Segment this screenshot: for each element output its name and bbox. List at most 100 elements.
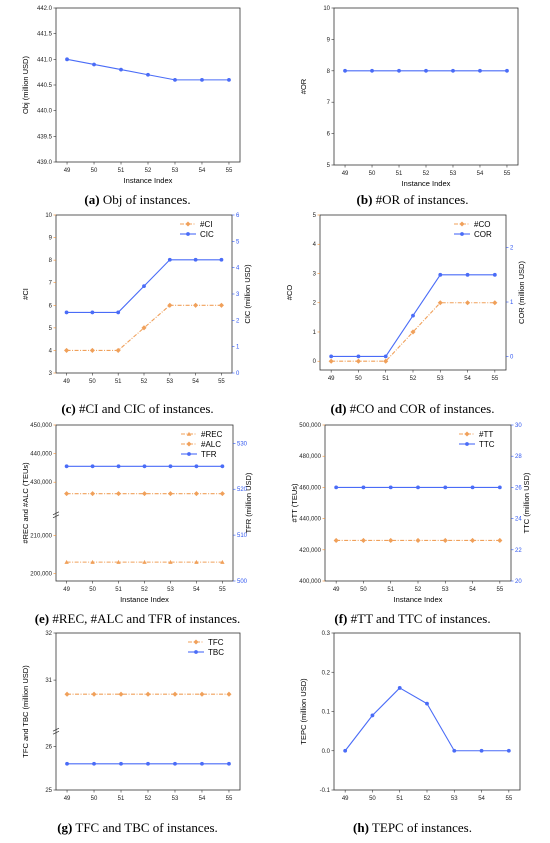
caption-b: (b) #OR of instances. <box>356 192 469 207</box>
x-tick-label: 50 <box>89 379 96 385</box>
series-a-0-point <box>227 77 231 82</box>
y-right-axis-label: COR (million USD) <box>517 261 526 324</box>
series-e-1-point <box>219 491 225 497</box>
x-tick-label: 50 <box>360 587 367 593</box>
caption-f: (f) #TT and TTC of instances. <box>334 611 491 626</box>
series-f-1-point <box>470 485 475 490</box>
series-f-0-point <box>470 537 476 543</box>
series-f-1-point <box>497 485 502 490</box>
series-g-1-point <box>200 761 204 766</box>
series-c-0-point <box>64 347 70 353</box>
series-g-0-point <box>226 691 232 697</box>
series-c-1-point <box>167 257 172 262</box>
y-tick-label: 0 <box>313 359 317 365</box>
chart-g: 49 50 51 52 53 54 55 25 26 31 32 TFC and TBC (milli… <box>21 631 241 802</box>
y-tick-label: 10 <box>323 6 330 12</box>
caption-h: (h) TEPC of instances. <box>353 820 472 835</box>
y-tick-label: 440.5 <box>37 83 53 89</box>
series-f-0-point <box>442 537 448 543</box>
y-right-tick-label: 5 <box>236 239 240 245</box>
y-tick-label: 441.5 <box>37 32 53 38</box>
chart-a: 49 50 51 52 53 54 55 Instance Index 439.0 439.5 44… <box>21 6 241 185</box>
series-c-0-point <box>167 302 173 308</box>
y-right-tick-label: 2 <box>510 246 514 252</box>
series-h-0-line <box>344 687 509 752</box>
x-tick-label: 52 <box>141 379 148 385</box>
series-d-0-point <box>492 300 498 306</box>
y-right-tick-label: 2 <box>236 318 240 324</box>
x-axis-label: Instance Index <box>394 595 443 604</box>
x-tick-label: 50 <box>89 587 96 593</box>
series-b-0-point <box>478 68 482 73</box>
x-tick-label: 52 <box>141 587 148 593</box>
x-tick-label: 55 <box>505 796 512 802</box>
x-tick-label: 53 <box>166 379 173 385</box>
series-a-0-line <box>66 58 229 81</box>
y-tick-label: 400,000 <box>299 579 321 585</box>
legend-label: TFC <box>208 638 224 647</box>
x-tick-label: 52 <box>145 796 152 802</box>
series-g-0-point <box>145 691 151 697</box>
y-right-tick-label: 26 <box>515 485 522 491</box>
series-e-2-point <box>64 464 69 469</box>
series-e-1-point <box>115 491 122 497</box>
x-tick-label: 53 <box>450 171 457 177</box>
series-f-0-point <box>388 537 394 543</box>
x-tick-label: 51 <box>115 587 122 593</box>
x-tick-label: 55 <box>491 376 498 382</box>
x-tick-label: 53 <box>172 168 179 174</box>
y-tick-label: 1 <box>313 330 317 336</box>
legend-label: COR <box>474 230 492 239</box>
chart-d: 49 50 51 52 53 54 55 0 1 2 3 4 5 #CO 0 1 2 COR (million U… <box>285 213 526 382</box>
x-tick-label: 49 <box>64 796 71 802</box>
series-g-1-point <box>65 761 69 766</box>
y-tick-label: 200,000 <box>30 571 52 577</box>
series-e-0-point <box>116 559 121 564</box>
series-b-0-point <box>343 68 347 73</box>
y-tick-label: 460,000 <box>299 485 321 491</box>
y-tick-label: 10 <box>45 213 52 219</box>
y-tick-label: 450,000 <box>30 423 52 429</box>
x-axis-label: Instance Index <box>124 176 173 185</box>
x-tick-label: 50 <box>355 376 362 382</box>
y-tick-label: 439.0 <box>37 160 53 166</box>
x-tick-label: 52 <box>410 376 417 382</box>
y-axis-label: TFC and TBC (million USD) <box>21 665 30 758</box>
series-b-0-point <box>397 68 401 73</box>
series-g-0-point <box>64 691 70 697</box>
legend-label: TBC <box>208 648 224 657</box>
y-right-tick-label: 3 <box>236 292 240 298</box>
series-f-1-point <box>334 485 339 490</box>
y-right-axis-label: TTC (million USD) <box>522 472 531 533</box>
series-f-0-point <box>360 537 366 543</box>
chart-b: 49 50 51 52 53 54 55 Instance Index 5 6 7 8 9 10 #OR <box>299 6 519 188</box>
y-axis-label: #TT (TEUs) <box>290 483 299 523</box>
x-tick-label: 54 <box>464 376 471 382</box>
y-right-tick-label: 530 <box>237 441 248 447</box>
series-g-1-point <box>146 761 150 766</box>
series-g-0-point <box>199 691 205 697</box>
series-b-0-point <box>451 68 455 73</box>
y-tick-label: 8 <box>49 258 53 264</box>
series-a-0-point <box>146 72 150 77</box>
y-tick-label: 441.0 <box>37 57 53 63</box>
x-tick-label: 55 <box>218 379 225 385</box>
series-e-1-point <box>193 491 199 497</box>
series-g-1-point <box>92 761 96 766</box>
y-tick-label: 4 <box>49 348 53 354</box>
y-tick-label: 480,000 <box>299 454 321 460</box>
axis-break-mark <box>52 727 60 735</box>
x-tick-label: 49 <box>63 587 70 593</box>
legend-label: #CI <box>200 220 212 229</box>
y-tick-label: 26 <box>45 744 52 750</box>
series-c-1-point <box>116 310 121 315</box>
caption-a: (a) Obj of instances. <box>84 192 191 207</box>
series-d-1-point <box>465 272 470 277</box>
x-tick-label: 55 <box>226 796 233 802</box>
y-axis-label: Obj (million USD) <box>21 56 30 114</box>
x-tick-label: 49 <box>328 376 335 382</box>
series-d-1-point <box>492 272 497 277</box>
y-right-tick-label: 0 <box>510 354 514 360</box>
series-c-1-point <box>142 284 146 288</box>
x-tick-label: 50 <box>369 171 376 177</box>
